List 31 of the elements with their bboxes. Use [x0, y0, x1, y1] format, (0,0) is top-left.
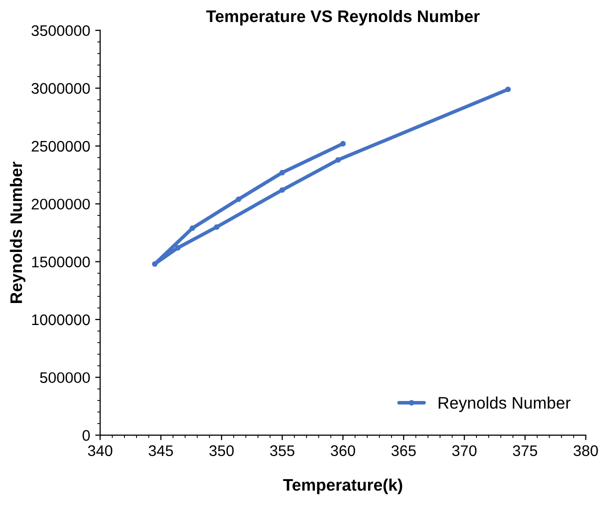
y-tick-label: 2500000: [32, 140, 90, 152]
y-tick-label: 3500000: [32, 25, 90, 36]
legend-label: Reynolds Number: [438, 396, 570, 412]
point: [279, 170, 286, 176]
x-tick-label: 360: [330, 445, 356, 456]
x-tick-label: 340: [88, 445, 112, 456]
point: [152, 261, 158, 267]
y-axis-title: Reynolds Number: [10, 162, 26, 303]
x-tick-label: 380: [574, 445, 598, 456]
point: [505, 86, 511, 92]
y-tick-label: 1500000: [32, 256, 90, 268]
point: [190, 225, 196, 231]
point: [335, 157, 341, 163]
point: [279, 187, 286, 193]
y-tick-label: 0: [82, 430, 90, 441]
x-tick-label: 345: [148, 445, 173, 456]
point: [236, 196, 242, 202]
y-tick-label: 1000000: [32, 314, 90, 326]
point: [214, 224, 220, 230]
y-tick-label: 3000000: [32, 83, 90, 94]
x-tick-label: 355: [270, 445, 294, 456]
y-tick-label: 500000: [40, 372, 90, 384]
point: [175, 245, 181, 251]
x-tick-label: 370: [452, 445, 477, 456]
x-tick-label: 375: [512, 445, 538, 456]
chart-title: Temperature VS Reynolds Number: [206, 10, 480, 26]
x-tick-label: 350: [209, 445, 234, 456]
point: [340, 140, 346, 146]
x-axis-title: Temperature(k): [283, 478, 402, 494]
y-tick-label: 2000000: [32, 198, 90, 210]
x-tick-label: 365: [391, 445, 416, 456]
